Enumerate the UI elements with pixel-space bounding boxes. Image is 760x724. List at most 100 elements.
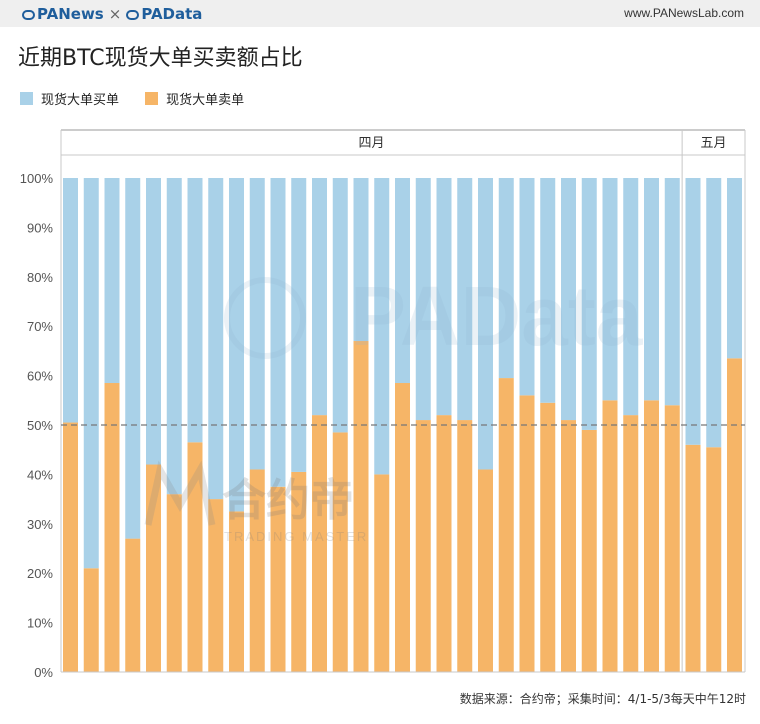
- watermark-m-logo-icon: [144, 460, 216, 526]
- bar-sell: [623, 415, 639, 672]
- footer-source: 数据来源：合约帝；采集时间：4/1-5/3每天中午12时: [459, 692, 746, 706]
- bar-sell: [229, 511, 244, 672]
- legend-item-sell: 现货大单卖单: [145, 89, 244, 108]
- bar-sell: [270, 486, 286, 672]
- top-banner: PANews × PAData www.PANewsLab.com: [0, 0, 760, 27]
- bar-sell: [664, 405, 680, 672]
- bar-buy: [374, 178, 390, 475]
- legend: 现货大单买单 现货大单卖单: [20, 89, 266, 109]
- bar-sell: [395, 383, 410, 672]
- site-url[interactable]: www.PANewsLab.com: [624, 6, 744, 20]
- brand-padata: PAData: [141, 5, 203, 23]
- bar-sell: [581, 429, 597, 672]
- bar-buy: [187, 178, 203, 443]
- bar-sell: [478, 469, 493, 672]
- legend-label-sell: 现货大单卖单: [166, 93, 245, 108]
- month-label: 四月: [359, 136, 385, 151]
- bar-sell: [249, 469, 265, 672]
- bar-buy: [478, 178, 493, 470]
- y-tick-label: 100%: [20, 171, 54, 186]
- padata-watermark: PAData: [224, 269, 644, 363]
- bar-buy: [436, 178, 452, 416]
- legend-label-buy: 现货大单买单: [41, 93, 120, 108]
- bar-buy: [519, 178, 535, 396]
- y-tick-label: 60%: [27, 369, 53, 384]
- legend-swatch-sell: [145, 92, 159, 105]
- bar-sell: [353, 341, 369, 672]
- y-tick-label: 40%: [27, 467, 53, 482]
- bar-buy: [644, 178, 659, 401]
- bar-sell: [291, 471, 307, 672]
- bar-buy: [664, 178, 680, 406]
- bar-sell: [125, 538, 141, 672]
- bar-sell: [312, 415, 327, 672]
- month-label: 五月: [701, 136, 727, 151]
- bar-sell: [187, 442, 203, 672]
- heyuedi-watermark: 合约帝 TRADING MASTER: [144, 460, 368, 544]
- panews-logo-icon: [22, 10, 35, 20]
- bar-sell: [727, 358, 742, 672]
- brand-panews: PANews: [37, 5, 104, 23]
- bar-sell: [602, 400, 618, 672]
- bar-buy: [395, 178, 410, 384]
- brand-separator: ×: [108, 5, 122, 23]
- bar-buy: [540, 178, 556, 403]
- bar-buy: [706, 178, 722, 448]
- bar-buy: [208, 178, 224, 500]
- watermark-logo-icon: [224, 277, 306, 359]
- bar-sell: [374, 474, 390, 672]
- y-tick-label: 0%: [34, 665, 53, 680]
- bar-sell: [685, 444, 701, 672]
- y-tick-label: 70%: [27, 319, 53, 334]
- bar-sell: [83, 568, 99, 672]
- bar-buy: [291, 178, 307, 472]
- bar-buy: [727, 178, 742, 359]
- bar-sell: [498, 378, 514, 672]
- bar-sell: [208, 499, 224, 672]
- bar-sell: [104, 383, 120, 672]
- bar-buy: [125, 178, 141, 539]
- bar-buy: [312, 178, 327, 416]
- y-tick-label: 10%: [27, 616, 53, 631]
- watermark-en-text: TRADING MASTER: [224, 529, 368, 544]
- bar-buy: [249, 178, 265, 470]
- bar-buy: [353, 178, 369, 342]
- y-tick-label: 90%: [27, 220, 53, 235]
- y-tick-label: 20%: [27, 566, 53, 581]
- y-tick-label: 30%: [27, 517, 53, 532]
- bar-buy: [623, 178, 639, 416]
- bar-buy: [146, 178, 161, 465]
- bar-sell: [457, 420, 473, 672]
- watermark-padata-text: PAData: [350, 269, 644, 363]
- bar-sell: [166, 494, 182, 672]
- bar-sell: [540, 402, 556, 672]
- bar-sell: [146, 464, 161, 672]
- bar-buy: [561, 178, 576, 421]
- bar-sell: [561, 420, 576, 672]
- bar-sell: [706, 447, 722, 672]
- bar-buy: [229, 178, 244, 512]
- bar-sell: [415, 420, 431, 672]
- bar-buy: [457, 178, 473, 421]
- legend-item-buy: 现货大单买单: [20, 89, 119, 108]
- watermark-cn-text: 合约帝: [222, 475, 354, 526]
- bar-buy: [166, 178, 182, 495]
- bar-buy: [498, 178, 514, 379]
- bar-sell: [63, 422, 78, 672]
- bar-buy: [415, 178, 431, 421]
- bar-buy: [83, 178, 99, 569]
- brand-logos: PANews × PAData: [22, 5, 202, 23]
- bar-buy: [581, 178, 597, 430]
- bar-buy: [602, 178, 618, 401]
- bar-sell: [332, 432, 348, 672]
- padata-logo-icon: [126, 10, 140, 20]
- bar-buy: [685, 178, 701, 445]
- bar-sell: [436, 415, 452, 672]
- bar-sell: [644, 400, 659, 672]
- legend-swatch-buy: [20, 92, 33, 105]
- y-tick-label: 80%: [27, 270, 53, 285]
- bar-buy: [270, 178, 286, 487]
- chart-title: 近期BTC现货大单买卖额占比: [18, 46, 303, 71]
- bar-sell: [519, 395, 535, 672]
